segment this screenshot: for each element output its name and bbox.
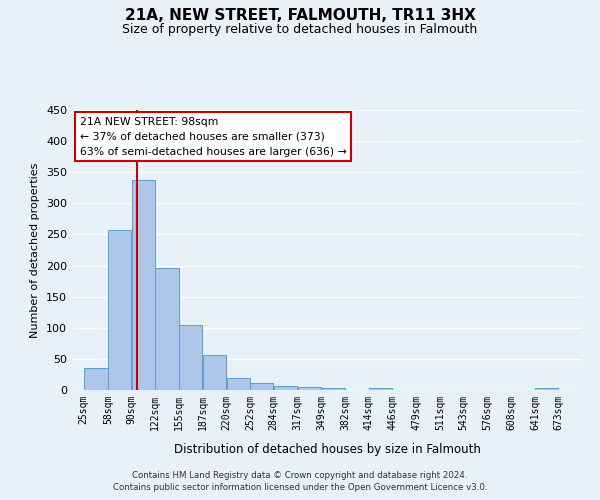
Bar (108, 230, 131, 390)
Bar (84, 368, 107, 390)
Text: Size of property relative to detached houses in Falmouth: Size of property relative to detached ho… (122, 22, 478, 36)
Bar (274, 386, 298, 390)
Bar (369, 388, 392, 390)
Text: Contains HM Land Registry data © Crown copyright and database right 2024.: Contains HM Land Registry data © Crown c… (132, 471, 468, 480)
Bar (535, 388, 558, 390)
Bar (179, 326, 202, 390)
Bar (131, 180, 155, 390)
Text: Contains public sector information licensed under the Open Government Licence v3: Contains public sector information licen… (113, 484, 487, 492)
Bar (227, 378, 250, 390)
Text: 21A, NEW STREET, FALMOUTH, TR11 3HX: 21A, NEW STREET, FALMOUTH, TR11 3HX (125, 8, 475, 22)
Bar (250, 383, 273, 390)
Text: 21A NEW STREET: 98sqm
← 37% of detached houses are smaller (373)
63% of semi-det: 21A NEW STREET: 98sqm ← 37% of detached … (80, 117, 346, 156)
Text: Distribution of detached houses by size in Falmouth: Distribution of detached houses by size … (173, 442, 481, 456)
Y-axis label: Number of detached properties: Number of detached properties (31, 162, 40, 338)
Bar (203, 354, 226, 390)
Bar (322, 388, 345, 390)
Bar (298, 387, 321, 390)
Bar (155, 268, 179, 390)
